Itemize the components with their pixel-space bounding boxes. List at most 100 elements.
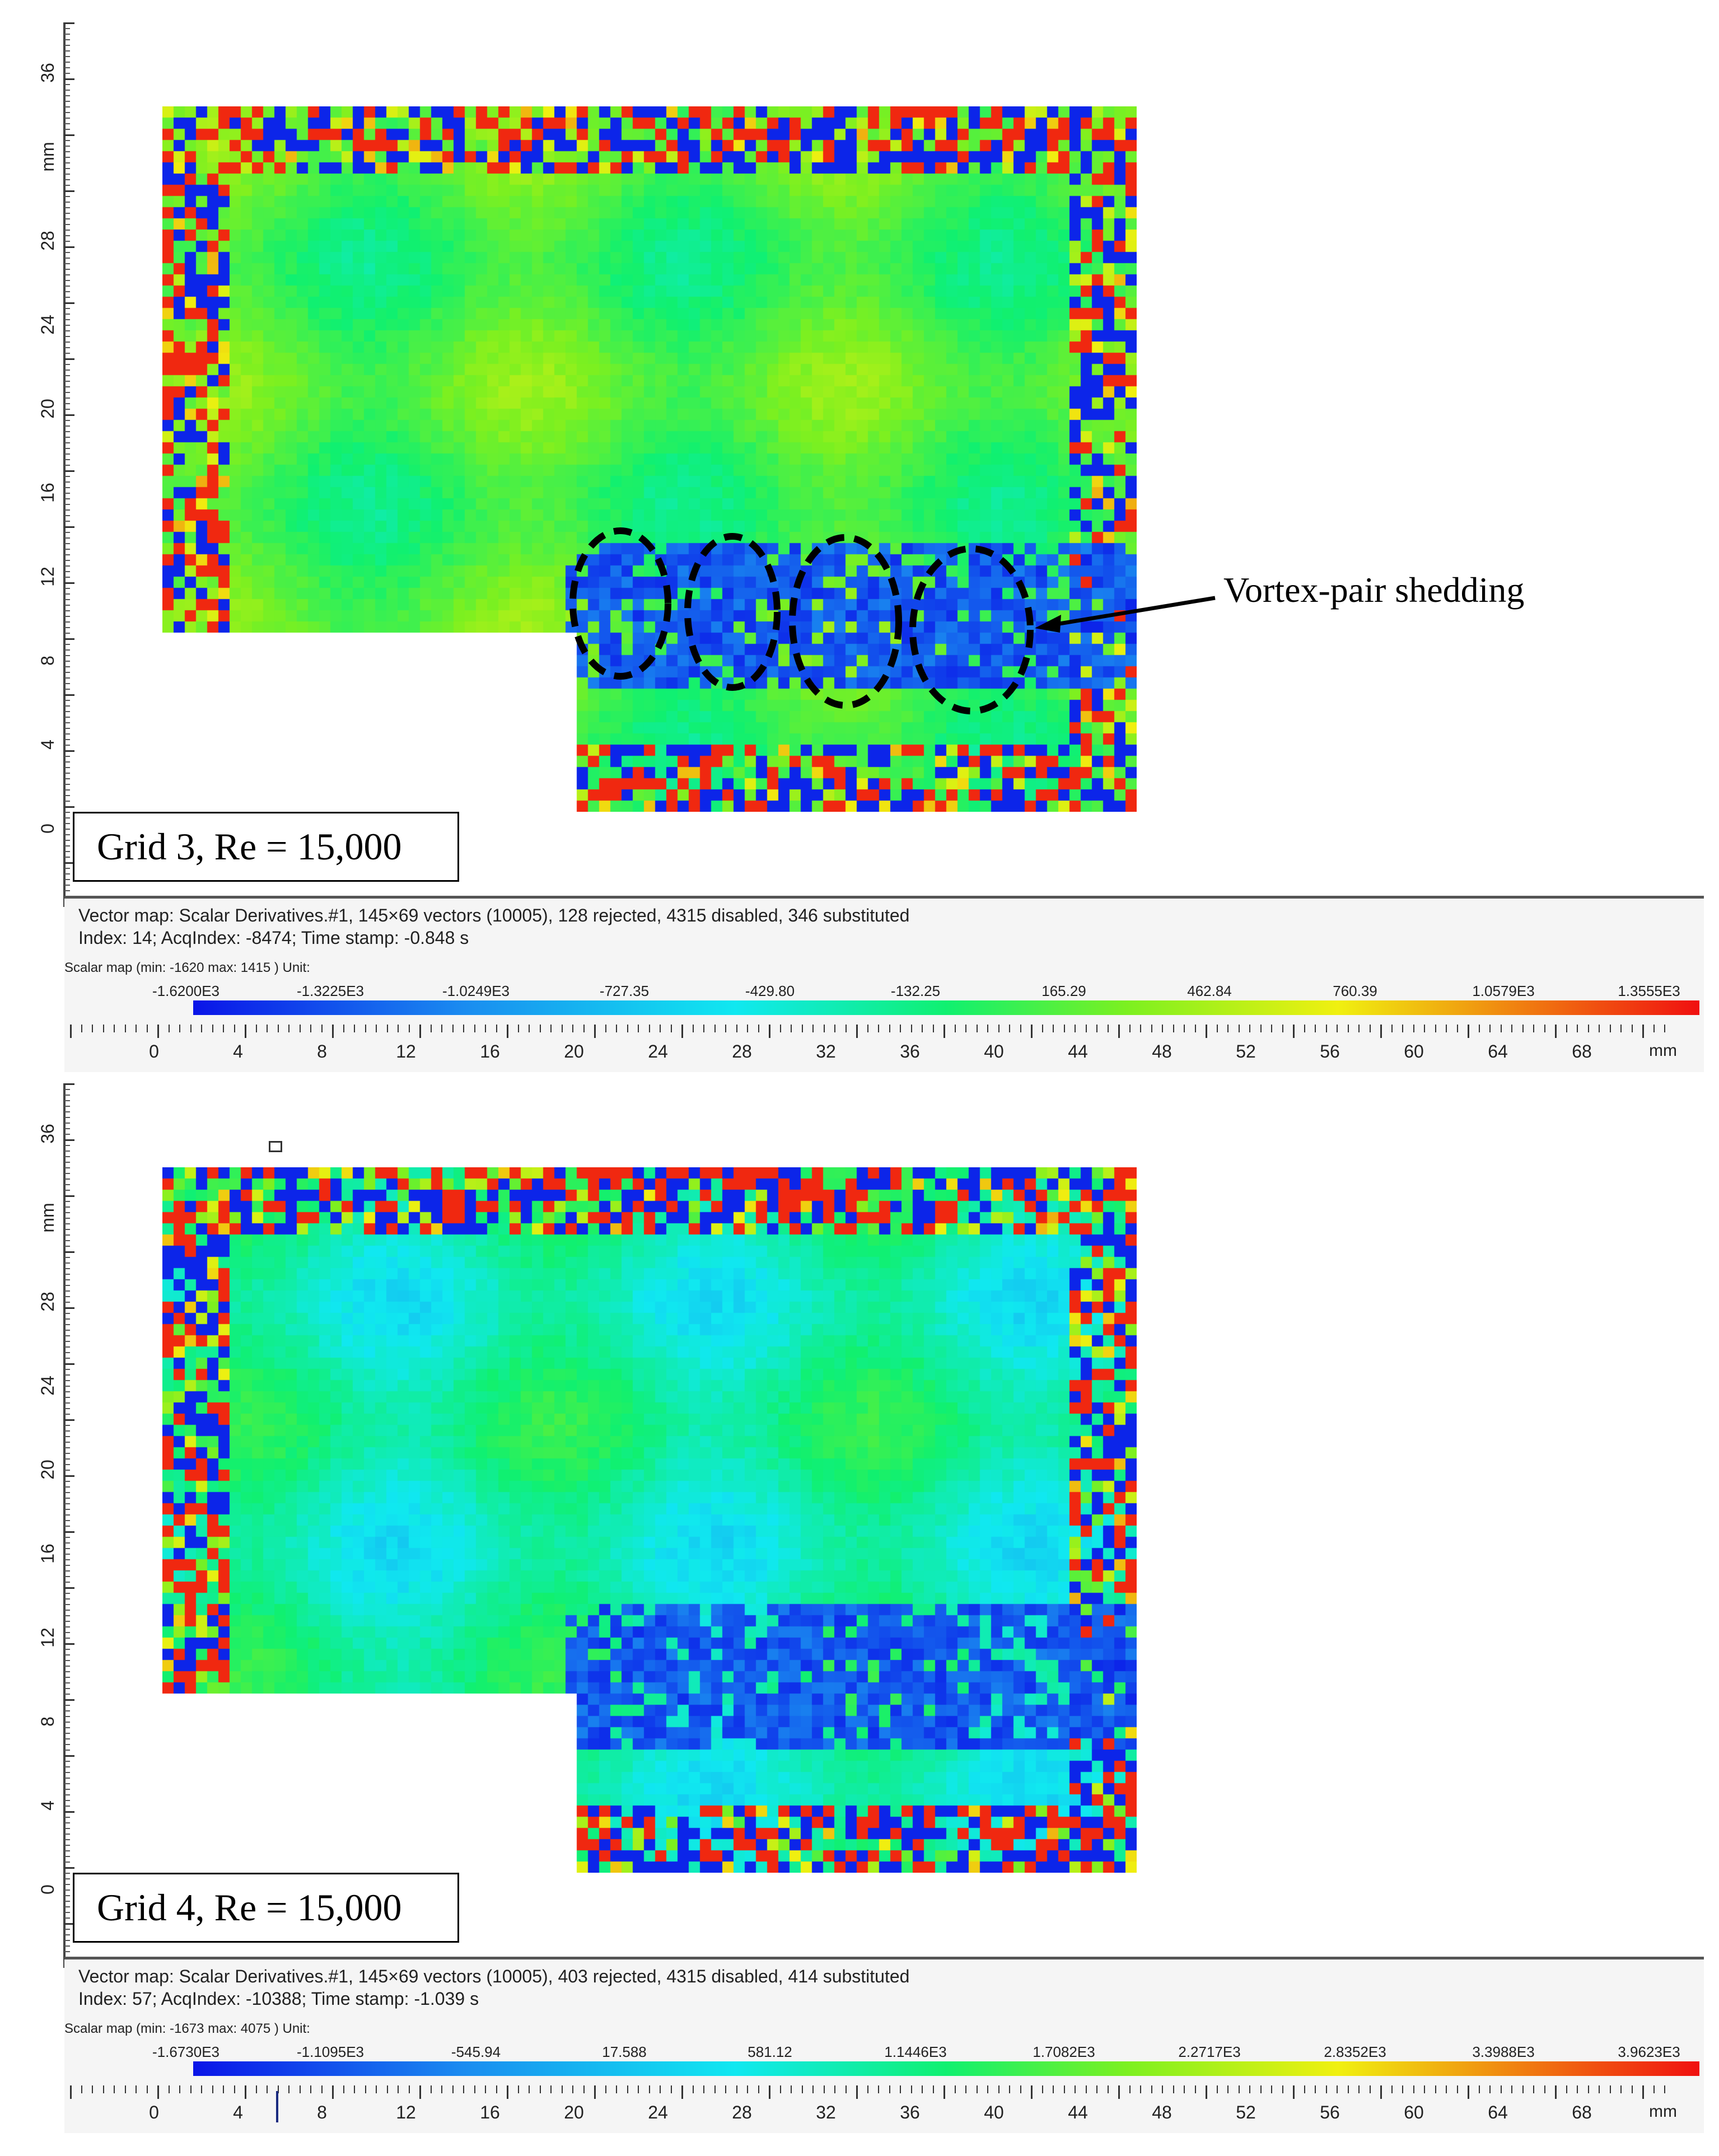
- y-ruler-tick: [64, 1716, 70, 1717]
- colorbar-tick: -429.80: [745, 983, 795, 999]
- y-ruler-tick: [64, 1206, 70, 1208]
- x-ruler-tick: [485, 1025, 486, 1032]
- y-ruler-tick: [64, 1531, 74, 1533]
- y-ruler-tick: [64, 1246, 70, 1247]
- reference-marker[interactable]: [269, 1141, 282, 1152]
- y-ruler-tick: [64, 1386, 70, 1387]
- y-ruler-tick: [64, 218, 70, 219]
- y-ruler-tick: [64, 1811, 74, 1813]
- y-ruler-tick: [64, 22, 74, 24]
- x-ruler-tick: [1391, 2085, 1393, 2093]
- y-ruler-tick: [64, 67, 70, 68]
- x-ruler-tick: [1140, 1025, 1141, 1032]
- y-ruler-tick: [64, 885, 70, 886]
- x-ruler-tick: [1380, 1025, 1382, 1038]
- x-ruler-tick: [845, 2085, 847, 2093]
- x-tick-label: 48: [1152, 1041, 1172, 1061]
- y-ruler-tick: [64, 621, 70, 623]
- y-ruler-tick: [64, 420, 70, 421]
- x-ruler-tick: [1227, 1025, 1228, 1032]
- y-ruler-tick: [64, 1397, 70, 1398]
- y-ruler-tick: [64, 1548, 70, 1549]
- vector-map-info-bar: Vector map: Scalar Derivatives.#1, 145×6…: [64, 1957, 1704, 2133]
- y-ruler-tick: [64, 1251, 74, 1253]
- y-ruler-tick: [64, 1906, 70, 1907]
- y-ruler-tick: [64, 890, 70, 891]
- y-ruler-tick: [64, 868, 70, 869]
- x-ruler-tick: [81, 1025, 82, 1032]
- y-ruler-tick: [64, 437, 70, 438]
- x-ruler-tick: [419, 1025, 421, 1038]
- y-ruler-tick: [64, 1296, 70, 1297]
- x-axis-ruler[interactable]: 0 4 8 12 16 20 24 28 32 36 40 44 48 52 5…: [64, 2085, 1704, 2133]
- y-ruler-tick: [64, 101, 70, 102]
- y-ruler-tick: [64, 1794, 70, 1795]
- x-ruler-tick: [332, 2085, 334, 2099]
- x-ruler-tick: [648, 1025, 650, 1032]
- x-ruler-tick: [965, 2085, 966, 2093]
- y-tick-label: 12: [38, 1627, 58, 1648]
- x-axis-ruler[interactable]: 0 4 8 12 16 20 24 28 32 36 40 44 48 52 5…: [64, 1025, 1704, 1072]
- x-ruler-tick: [539, 2085, 541, 2093]
- y-ruler-tick: [64, 1481, 70, 1482]
- y-ruler-tick: [64, 526, 74, 528]
- y-ruler-tick: [64, 1862, 70, 1863]
- y-tick-label: 28: [38, 231, 58, 251]
- y-ruler-tick: [64, 1890, 70, 1891]
- y-ruler-tick: [64, 655, 70, 656]
- y-ruler-tick: [64, 1167, 70, 1168]
- x-ruler-tick: [900, 2085, 901, 2093]
- x-ruler-tick: [1599, 1025, 1600, 1032]
- x-ruler-tick: [889, 2085, 890, 2093]
- y-ruler-tick: [64, 1151, 70, 1152]
- x-ruler-tick: [943, 2085, 945, 2099]
- y-ruler-tick: [64, 1223, 70, 1224]
- x-tick-label: 36: [900, 1041, 920, 1061]
- x-ruler-tick: [1216, 2085, 1218, 2093]
- x-ruler-tick: [714, 1025, 716, 1032]
- x-ruler-tick: [102, 1025, 104, 1032]
- ruler-cursor[interactable]: [276, 2091, 278, 2122]
- y-ruler-tick: [64, 73, 70, 74]
- y-ruler-tick: [64, 1822, 70, 1823]
- x-ruler-tick: [1456, 1025, 1458, 1032]
- x-ruler-tick: [1402, 2085, 1403, 2093]
- scalar-field-canvas: [162, 106, 1137, 812]
- y-ruler-tick: [64, 672, 70, 673]
- x-ruler-tick: [779, 1025, 781, 1032]
- x-ruler-tick: [779, 2085, 781, 2093]
- y-ruler-tick: [64, 599, 70, 600]
- y-ruler-tick: [64, 773, 70, 774]
- y-ruler-tick: [64, 453, 70, 455]
- x-ruler-tick: [1020, 2085, 1021, 2093]
- colorbar-tick: -727.35: [599, 983, 650, 999]
- x-ruler-tick: [1118, 2085, 1120, 2099]
- colorbar-tick: 3.3988E3: [1472, 2043, 1535, 2060]
- x-ruler-tick: [365, 2085, 366, 2093]
- x-ruler-tick: [867, 1025, 868, 1032]
- y-ruler-tick: [64, 106, 70, 107]
- x-tick-label: 4: [233, 2102, 243, 2122]
- y-ruler-tick: [64, 1744, 70, 1745]
- y-ruler-tick: [64, 756, 70, 757]
- y-ruler-tick: [64, 801, 70, 802]
- x-ruler-tick: [1566, 2085, 1567, 2093]
- y-ruler-tick: [64, 1117, 70, 1118]
- x-ruler-tick: [1216, 1025, 1218, 1032]
- y-ruler-tick: [64, 314, 70, 315]
- y-ruler-tick: [64, 1492, 70, 1493]
- x-ruler-tick: [529, 1025, 530, 1032]
- y-ruler-tick: [64, 1335, 70, 1336]
- y-tick-label: 36: [38, 63, 58, 83]
- y-tick-label: 24: [38, 315, 58, 335]
- y-ruler-tick: [64, 1095, 70, 1096]
- x-axis-unit: mm: [1649, 2102, 1677, 2121]
- y-tick-label: 4: [38, 1800, 58, 1811]
- x-ruler-tick: [267, 1025, 268, 1032]
- x-ruler-tick: [1184, 1025, 1185, 1032]
- y-ruler-tick: [64, 459, 70, 460]
- y-ruler-tick: [64, 1458, 70, 1460]
- x-ruler-tick: [703, 1025, 704, 1032]
- y-ruler-tick: [64, 1778, 70, 1779]
- x-ruler-tick: [1085, 2085, 1087, 2093]
